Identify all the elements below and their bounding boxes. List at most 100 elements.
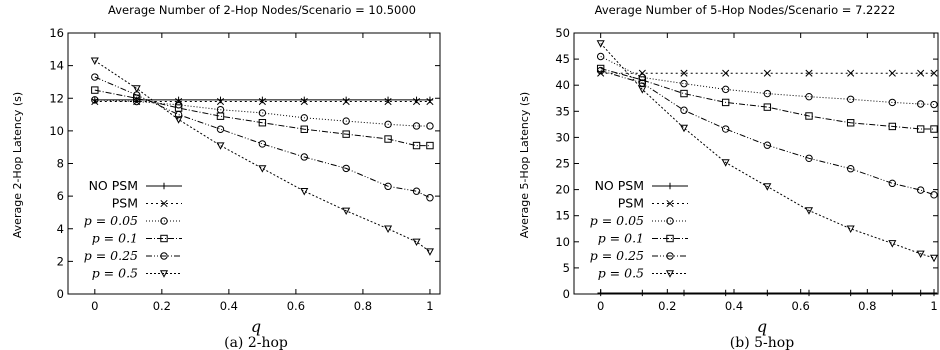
data-point (426, 122, 434, 130)
data-point (930, 289, 938, 297)
data-point (805, 69, 813, 77)
data-point (384, 135, 392, 143)
data-point (412, 97, 421, 106)
y-axis-label: Average 5-Hop Latency (s) (518, 92, 531, 238)
data-point (258, 140, 267, 148)
y-axis-label: Average 2-Hop Latency (s) (11, 92, 24, 238)
data-point (929, 254, 939, 263)
legend-marker (160, 252, 168, 260)
series-psm (597, 69, 938, 77)
data-point (805, 92, 813, 101)
data-point (425, 248, 434, 256)
legend-label: p = 0.25 (590, 248, 644, 263)
legend-label: p = 0.25 (84, 248, 138, 263)
data-point (412, 141, 421, 150)
y-tick-label: 2 (57, 254, 64, 268)
y-tick-label: 15 (555, 209, 570, 223)
series-p-0-1 (91, 86, 434, 150)
data-point (596, 52, 605, 61)
series-p-0-05 (596, 52, 938, 109)
data-point (638, 86, 647, 94)
figure-caption: (b) 5-hop (730, 335, 794, 350)
data-point (679, 124, 689, 133)
data-point (888, 122, 897, 131)
y-tick-label: 25 (555, 157, 570, 171)
data-point (596, 66, 605, 75)
data-point (930, 100, 938, 109)
data-point (258, 119, 267, 127)
data-point (596, 64, 605, 73)
data-point (721, 98, 730, 107)
data-point (90, 57, 99, 65)
legend-label: p = 0.1 (598, 231, 644, 246)
data-point (721, 85, 730, 94)
data-point (721, 125, 730, 133)
x-tick-label: 0.4 (220, 299, 238, 313)
data-point (917, 289, 924, 297)
x-tick-label: 1 (426, 299, 433, 313)
legend-label: p = 0.5 (598, 266, 644, 281)
legend-marker (160, 182, 168, 190)
x-tick-label: 1 (930, 299, 937, 313)
data-point (174, 110, 183, 119)
chart-panel-5-hop: Average Number of 5-Hop Nodes/Scenario =… (518, 3, 939, 350)
data-point (342, 97, 350, 106)
series-p-0-25 (91, 73, 434, 202)
data-point (917, 69, 925, 77)
y-tick-label: 5 (563, 261, 570, 275)
series-no-psm (597, 289, 938, 297)
data-point (384, 97, 392, 106)
series-line (94, 76, 431, 199)
y-tick-label: 4 (57, 222, 64, 236)
data-point (412, 187, 421, 195)
data-point (384, 225, 393, 233)
data-point (300, 188, 309, 196)
y-tick-label: 0 (57, 287, 64, 301)
legend-marker (159, 270, 169, 278)
x-tick-label: 0.2 (153, 299, 171, 313)
y-tick-label: 12 (49, 91, 64, 105)
data-point (889, 289, 896, 297)
data-point (764, 289, 771, 297)
data-point (763, 183, 772, 191)
x-tick-label: 0 (91, 299, 98, 313)
y-tick-label: 8 (57, 157, 64, 171)
legend-marker (666, 199, 674, 208)
data-point (342, 164, 350, 173)
data-point (722, 289, 729, 297)
data-point (763, 103, 772, 111)
legend-marker (666, 182, 674, 190)
data-point (639, 289, 646, 297)
x-tick-label: 0.8 (858, 299, 876, 313)
data-point (916, 125, 925, 133)
x-tick-label: 0.8 (354, 299, 372, 313)
data-point (342, 130, 350, 138)
data-point (216, 97, 225, 106)
data-point (763, 141, 772, 149)
data-point (888, 98, 897, 107)
series-p-0-1 (596, 64, 938, 133)
legend-label: p = 0.05 (84, 213, 138, 228)
y-tick-label: 35 (555, 104, 570, 118)
data-point (384, 182, 392, 191)
data-point (216, 142, 225, 150)
y-tick-label: 0 (563, 287, 570, 301)
data-point (846, 119, 855, 127)
data-point (930, 191, 938, 199)
data-point (91, 73, 99, 81)
data-point (258, 97, 266, 106)
x-tick-label: 0.4 (725, 299, 743, 313)
data-point (721, 159, 730, 167)
data-point (916, 250, 925, 259)
legend-marker (160, 234, 168, 243)
legend-marker (665, 270, 675, 278)
data-point (91, 97, 99, 106)
data-point (680, 106, 688, 114)
legend: NO PSM PSM p = 0.05 p = 0.1 p = 0.25 p = 0.5 (590, 178, 688, 281)
data-point (888, 69, 896, 77)
data-point (216, 125, 225, 133)
data-point (300, 125, 308, 133)
legend-label: PSM (618, 196, 644, 211)
x-tick-label: 0.6 (792, 299, 810, 313)
legend-label: p = 0.5 (92, 266, 138, 281)
